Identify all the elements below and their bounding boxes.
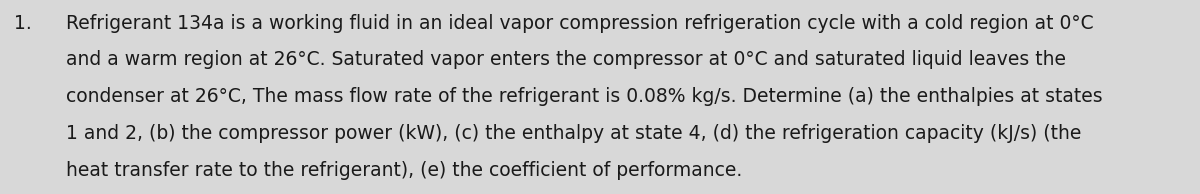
Text: and a warm region at 26°C. Saturated vapor enters the compressor at 0°C and satu: and a warm region at 26°C. Saturated vap… [66, 50, 1066, 69]
Text: condenser at 26°C, The mass flow rate of the refrigerant is 0.08% kg/s. Determin: condenser at 26°C, The mass flow rate of… [66, 87, 1103, 106]
Text: 1 and 2, (b) the compressor power (kW), (c) the enthalpy at state 4, (d) the ref: 1 and 2, (b) the compressor power (kW), … [66, 124, 1081, 143]
Text: heat transfer rate to the refrigerant), (e) the coefficient of performance.: heat transfer rate to the refrigerant), … [66, 161, 743, 180]
Text: 1.: 1. [14, 14, 32, 33]
Text: Refrigerant 134a is a working fluid in an ideal vapor compression refrigeration : Refrigerant 134a is a working fluid in a… [66, 14, 1093, 33]
